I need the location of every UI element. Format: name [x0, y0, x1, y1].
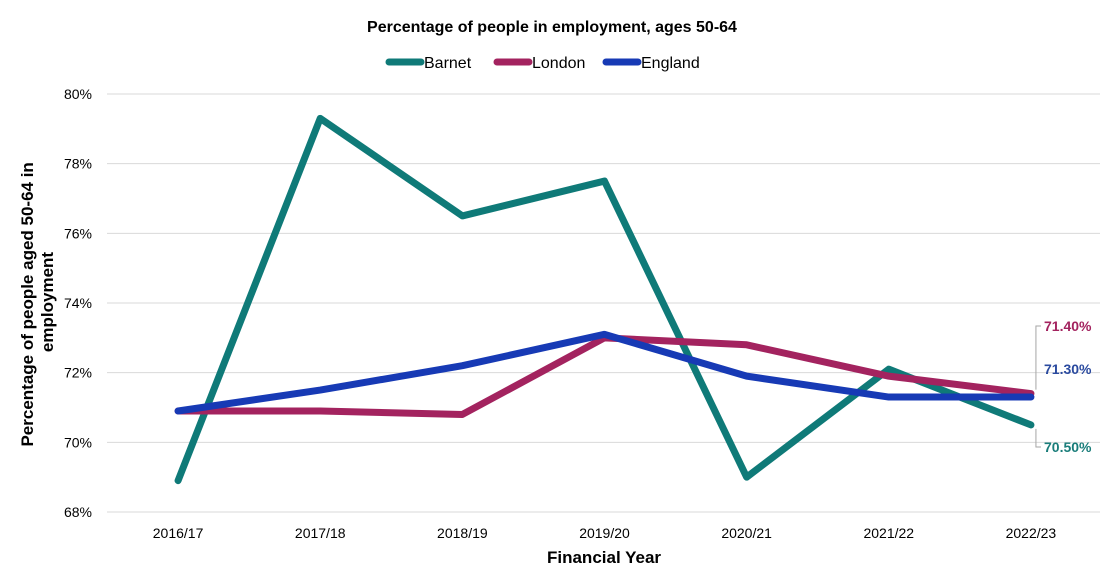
x-tick-label: 2020/21: [721, 525, 772, 541]
series-line-barnet: [174, 114, 1035, 485]
legend-label-england: England: [641, 55, 700, 72]
series-line-london: [174, 334, 1035, 418]
x-tick-label: 2021/22: [863, 525, 914, 541]
y-axis-label: Percentage of people aged 50-64 in emplo…: [18, 157, 57, 446]
series-lines: [174, 114, 1035, 485]
x-tick-label: 2017/18: [295, 525, 346, 541]
gridlines: [107, 93, 1100, 513]
y-tick-label: 74%: [64, 295, 92, 311]
x-tick-label: 2019/20: [579, 525, 630, 541]
y-tick-label: 76%: [64, 225, 92, 241]
y-tick-label: 70%: [64, 434, 92, 450]
data-label-england: 71.30%: [1044, 361, 1092, 377]
leader-line-barnet: [1035, 428, 1041, 448]
y-tick-label: 80%: [64, 86, 92, 102]
leader-line-london: [1035, 325, 1041, 390]
data-label-barnet: 70.50%: [1044, 439, 1092, 455]
chart-title: Percentage of people in employment, ages…: [367, 19, 737, 36]
series-line-england: [174, 330, 1035, 415]
data-label-london: 71.40%: [1044, 318, 1092, 334]
data-labels: 71.40% 71.30% 70.50%: [1035, 318, 1092, 455]
y-axis-label-line-1: Percentage of people aged 50-64 in: [18, 162, 37, 446]
y-tick-label: 68%: [64, 504, 92, 520]
x-tick-label: 2018/19: [437, 525, 488, 541]
legend: Barnet London England: [385, 55, 700, 72]
x-axis-ticks: 2016/17 2017/18 2018/19 2019/20 2020/21 2021/…: [153, 525, 1057, 541]
legend-label-barnet: Barnet: [424, 55, 472, 72]
x-axis-label: Financial Year: [547, 548, 661, 566]
x-tick-label: 2016/17: [153, 525, 204, 541]
legend-label-london: London: [532, 55, 585, 72]
y-axis-label-line-2: employment: [38, 252, 57, 352]
y-axis-ticks: 68% 70% 72% 74% 76% 78% 80%: [64, 86, 92, 520]
y-tick-label: 72%: [64, 365, 92, 381]
y-tick-label: 78%: [64, 156, 92, 172]
x-tick-label: 2022/23: [1006, 525, 1057, 541]
